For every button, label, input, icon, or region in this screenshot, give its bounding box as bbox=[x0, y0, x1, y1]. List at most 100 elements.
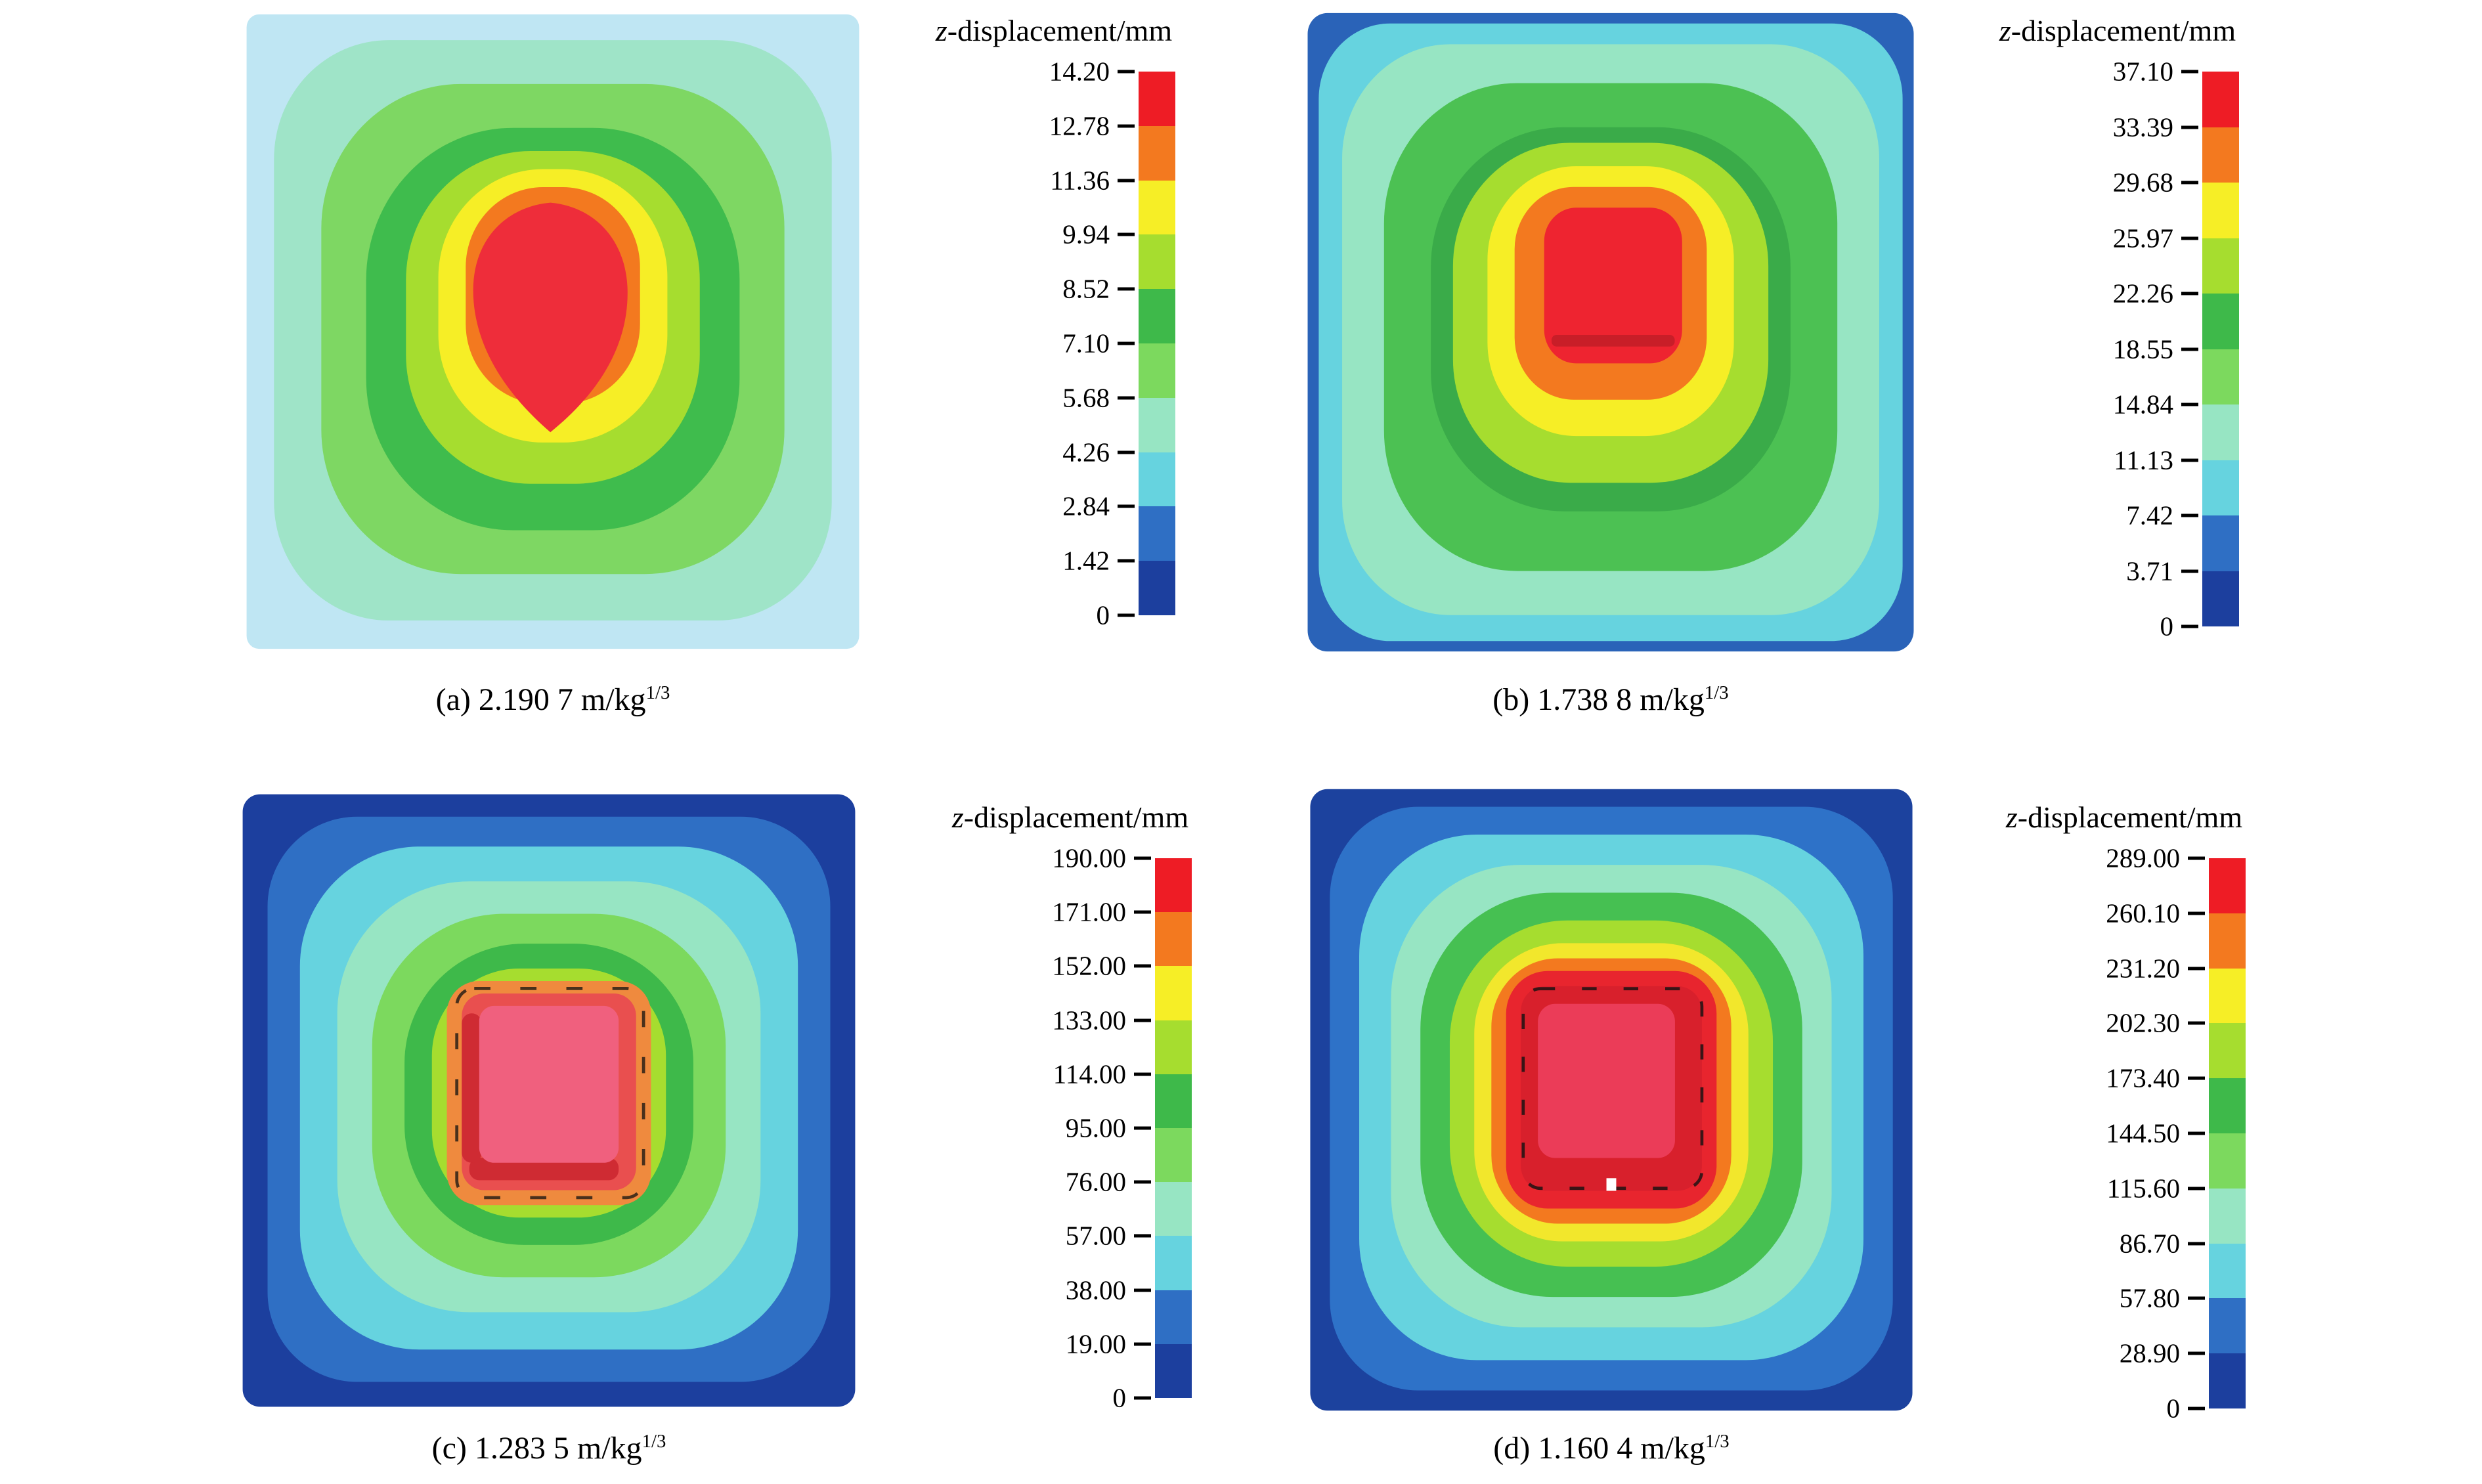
colorbar-tick-mark bbox=[1134, 1396, 1151, 1400]
colorbar-tick: 95.00 bbox=[1066, 1114, 1151, 1142]
colorbar-d: z-displacement/mm 289.00 260.10 231.20 202.… bbox=[1937, 800, 2311, 1422]
colorbar-tick-mark bbox=[2188, 911, 2205, 915]
colorbar-tick: 29.68 bbox=[2113, 169, 2198, 196]
colorbar-tick-mark bbox=[1134, 910, 1151, 914]
colorbar-tick-mark bbox=[2181, 292, 2198, 295]
colorbar-c: z-displacement/mm 190.00 171.00 152.00 133.… bbox=[883, 800, 1257, 1411]
colorbar-tick: 19.00 bbox=[1066, 1330, 1151, 1357]
colorbar-tick: 18.55 bbox=[2113, 336, 2198, 362]
colorbar-tick-label: 115.60 bbox=[2106, 1173, 2180, 1204]
colorbar-band bbox=[1155, 1290, 1192, 1344]
colorbar-tick-label: 0 bbox=[1096, 600, 1110, 630]
colorbar-band bbox=[2202, 72, 2239, 127]
colorbar-band bbox=[1155, 1343, 1192, 1399]
colorbar-tick-mark bbox=[2188, 1076, 2205, 1080]
colorbar-band bbox=[1155, 858, 1192, 913]
colorbar-band bbox=[1155, 966, 1192, 1020]
colorbar-tick-label: 202.30 bbox=[2106, 1007, 2180, 1038]
colorbar-band bbox=[1155, 1128, 1192, 1183]
colorbar-tick: 86.70 bbox=[2120, 1230, 2205, 1257]
colorbar-tick-label: 18.55 bbox=[2112, 334, 2173, 364]
colorbar-tick-label: 38.00 bbox=[1065, 1275, 1126, 1305]
colorbar-bar-c bbox=[1155, 858, 1192, 1399]
colorbar-band bbox=[1139, 506, 1175, 561]
colorbar-tick-label: 7.10 bbox=[1062, 328, 1110, 359]
colorbar-tick-label: 29.68 bbox=[2112, 167, 2173, 198]
colorbar-tick-label: 3.71 bbox=[2126, 556, 2173, 586]
colorbar-tick-label: 22.26 bbox=[2112, 278, 2173, 309]
colorbar-tick-mark bbox=[1118, 287, 1135, 291]
contour-plot-c bbox=[238, 789, 860, 1412]
colorbar-tick: 14.84 bbox=[2113, 391, 2198, 418]
colorbar-tick: 8.52 bbox=[1062, 275, 1135, 303]
colorbar-tick-mark bbox=[1118, 450, 1135, 454]
colorbar-tick-label: 19.00 bbox=[1065, 1328, 1126, 1359]
colorbar-tick-mark bbox=[2188, 856, 2205, 860]
colorbar-tick-mark bbox=[2181, 236, 2198, 240]
colorbar-band bbox=[1155, 1074, 1192, 1129]
colorbar-tick: 152.00 bbox=[1052, 950, 1151, 981]
colorbar-tick: 202.30 bbox=[2106, 1007, 2205, 1038]
colorbar-band bbox=[2209, 1078, 2246, 1133]
contour-plot-a bbox=[242, 9, 864, 654]
colorbar-band bbox=[2209, 968, 2246, 1024]
colorbar-bar-a bbox=[1139, 72, 1175, 615]
colorbar-band bbox=[2202, 571, 2239, 626]
colorbar-band bbox=[1139, 343, 1175, 398]
colorbar-tick-label: 173.40 bbox=[2106, 1062, 2180, 1093]
colorbar-tick-mark bbox=[1118, 124, 1135, 128]
colorbar-tick: 144.50 bbox=[2106, 1120, 2205, 1147]
colorbar-tick-mark bbox=[2181, 125, 2198, 129]
colorbar-tick-mark bbox=[1134, 964, 1151, 968]
colorbar-band bbox=[1139, 397, 1175, 452]
colorbar-band bbox=[2202, 183, 2239, 238]
colorbar-tick-mark bbox=[2181, 181, 2198, 185]
colorbar-ticks-c: 190.00 171.00 152.00 133.00 114.00 95.00 76.00… bbox=[987, 844, 1151, 1411]
colorbar-band bbox=[1155, 912, 1192, 967]
colorbar-band bbox=[2202, 460, 2239, 515]
colorbar-tick-mark bbox=[2188, 1131, 2205, 1135]
colorbar-band bbox=[2202, 515, 2239, 571]
colorbar-tick-mark bbox=[2181, 458, 2198, 462]
colorbar-tick-mark bbox=[2181, 513, 2198, 517]
colorbar-tick: 11.13 bbox=[2114, 447, 2198, 473]
colorbar-band bbox=[2202, 127, 2239, 183]
colorbar-tick-mark bbox=[2181, 70, 2198, 74]
colorbar-tick: 4.26 bbox=[1062, 439, 1135, 466]
colorbar-tick-mark bbox=[2188, 1351, 2205, 1355]
colorbar-tick-mark bbox=[1134, 1342, 1151, 1346]
colorbar-tick-label: 4.26 bbox=[1062, 437, 1110, 468]
colorbar-tick: 114.00 bbox=[1053, 1060, 1151, 1087]
colorbar-tick: 38.00 bbox=[1066, 1277, 1151, 1303]
caption-d: (d) 1.160 4 m/kg1/3 bbox=[1493, 1431, 1730, 1466]
colorbar-tick: 231.20 bbox=[2106, 955, 2205, 982]
colorbar-tick-mark bbox=[1134, 1288, 1151, 1292]
colorbar-tick-label: 2.84 bbox=[1062, 491, 1110, 521]
colorbar-tick: 28.90 bbox=[2120, 1340, 2205, 1367]
colorbar-tick: 57.00 bbox=[1066, 1222, 1151, 1250]
colorbar-tick: 76.00 bbox=[1066, 1168, 1151, 1196]
colorbar-tick-mark bbox=[1134, 1018, 1151, 1022]
colorbar-tick: 3.71 bbox=[2126, 557, 2198, 584]
colorbar-tick: 173.40 bbox=[2106, 1062, 2205, 1093]
colorbar-tick-mark bbox=[2188, 967, 2205, 971]
colorbar-band bbox=[1139, 72, 1175, 126]
colorbar-tick-label: 0 bbox=[2160, 611, 2174, 642]
colorbar-band bbox=[1155, 1020, 1192, 1074]
colorbar-ticks-b: 37.10 33.39 29.68 25.97 22.26 18.55 14.84 11.13… bbox=[2034, 58, 2198, 640]
colorbar-tick-label: 14.20 bbox=[1049, 56, 1110, 87]
colorbar-band bbox=[2209, 1353, 2246, 1408]
colorbar-tick-mark bbox=[1118, 613, 1135, 617]
colorbar-tick: 9.94 bbox=[1062, 221, 1135, 248]
colorbar-tick: 190.00 bbox=[1052, 844, 1151, 872]
colorbar-band bbox=[1139, 561, 1175, 615]
colorbar-tick: 57.80 bbox=[2120, 1284, 2205, 1312]
colorbar-band bbox=[2209, 1243, 2246, 1299]
contour-plot-a-svg bbox=[246, 14, 860, 649]
colorbar-tick-mark bbox=[1118, 504, 1135, 508]
colorbar-tick-label: 152.00 bbox=[1052, 950, 1126, 981]
colorbar-tick-mark bbox=[1134, 1126, 1151, 1130]
colorbar-tick-mark bbox=[2181, 347, 2198, 351]
contour-plot-c-svg bbox=[242, 794, 856, 1407]
colorbar-band bbox=[1139, 452, 1175, 507]
